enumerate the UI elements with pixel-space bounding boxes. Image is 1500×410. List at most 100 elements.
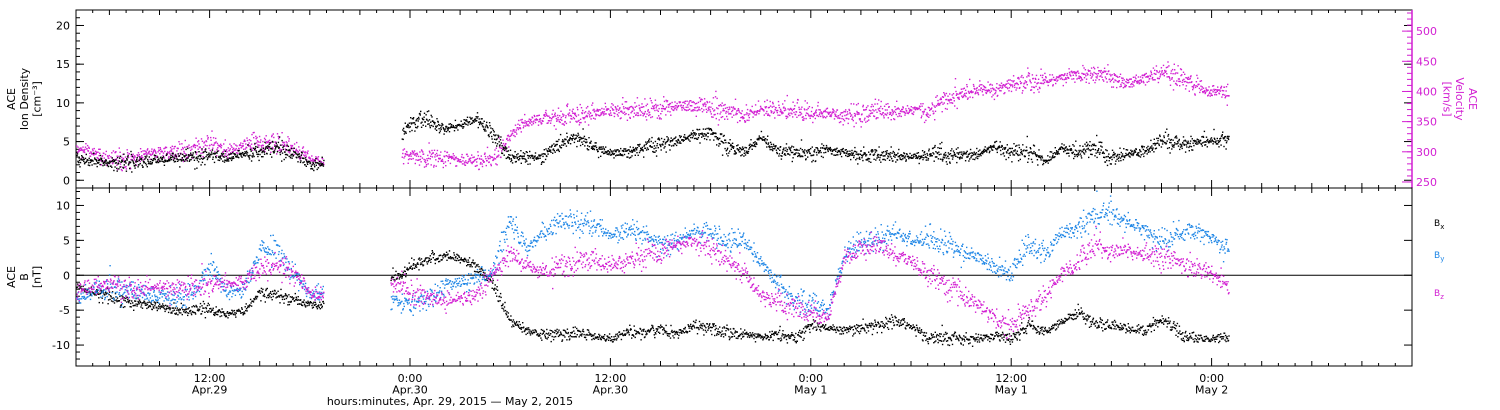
data-point: [692, 101, 694, 103]
data-point: [571, 110, 573, 112]
data-point: [524, 158, 526, 160]
data-point: [112, 161, 114, 163]
data-point: [255, 138, 257, 140]
data-point: [756, 111, 758, 113]
data-point: [408, 126, 410, 129]
data-point: [946, 98, 948, 101]
data-point: [1012, 81, 1014, 83]
data-point: [415, 119, 418, 121]
data-point: [901, 155, 903, 158]
data-point: [1131, 81, 1134, 83]
data-point: [263, 149, 265, 151]
data-point: [580, 121, 582, 124]
data-point: [674, 143, 677, 145]
data-point: [440, 160, 442, 162]
data-point: [957, 153, 960, 155]
data-point: [1058, 76, 1060, 78]
data-point: [1209, 89, 1212, 91]
data-point: [772, 149, 774, 152]
data-point: [1009, 147, 1012, 150]
data-point: [884, 159, 887, 161]
data-point: [655, 103, 657, 106]
data-point: [559, 133, 562, 136]
data-point: [574, 138, 576, 141]
data-point: [857, 113, 859, 116]
data-point: [896, 154, 898, 156]
data-point: [944, 155, 946, 157]
data-point: [162, 152, 165, 154]
data-point: [278, 146, 280, 149]
data-point: [985, 91, 987, 94]
data-point: [217, 144, 219, 146]
data-point: [656, 143, 659, 145]
data-point: [910, 110, 912, 112]
data-point: [587, 145, 589, 147]
data-point: [876, 155, 879, 157]
data-point: [1176, 84, 1178, 86]
data-point: [835, 148, 837, 150]
data-point: [212, 137, 215, 139]
data-point: [854, 146, 856, 149]
data-point: [1049, 156, 1051, 158]
data-point: [622, 149, 624, 152]
y-tick-label: 15: [56, 58, 70, 71]
data-point: [292, 154, 295, 157]
data-point: [553, 125, 555, 127]
data-point: [820, 111, 822, 113]
data-point: [264, 141, 266, 143]
data-point: [181, 143, 183, 145]
data-point: [104, 162, 107, 164]
data-point: [78, 149, 81, 151]
data-point: [948, 99, 950, 101]
data-point: [978, 155, 980, 158]
data-point: [273, 151, 275, 154]
data-point: [190, 146, 193, 148]
data-point: [817, 101, 819, 104]
data-point: [870, 112, 873, 114]
data-point: [851, 149, 853, 152]
data-point: [285, 149, 287, 151]
data-point: [1155, 65, 1158, 67]
data-point: [411, 129, 413, 132]
data-point: [302, 150, 304, 152]
data-point: [651, 136, 653, 139]
data-point: [999, 90, 1001, 92]
data-point: [836, 147, 838, 149]
data-point: [690, 132, 692, 134]
data-point: [140, 157, 143, 160]
data-point: [981, 151, 983, 154]
data-point: [419, 151, 421, 153]
data-point: [1216, 89, 1218, 91]
data-point: [620, 154, 623, 157]
data-point: [736, 145, 738, 147]
data-point: [993, 146, 996, 148]
data-point: [698, 97, 701, 99]
data-point: [517, 128, 520, 131]
data-point: [111, 152, 113, 154]
data-point: [761, 108, 763, 110]
data-point: [650, 100, 652, 102]
data-point: [1050, 158, 1052, 161]
data-point: [617, 105, 619, 107]
data-point: [1023, 82, 1026, 84]
data-point: [303, 161, 305, 163]
data-point: [1210, 94, 1213, 96]
data-point: [1037, 78, 1040, 80]
data-point: [475, 158, 477, 161]
data-point: [544, 111, 547, 114]
data-point: [217, 150, 219, 152]
data-point: [1047, 162, 1049, 164]
data-point: [708, 101, 711, 103]
data-point: [913, 156, 915, 158]
data-point: [541, 122, 543, 125]
data-point: [687, 137, 689, 140]
data-point: [985, 92, 988, 95]
data-point: [938, 153, 940, 156]
data-point: [768, 114, 770, 116]
data-point: [852, 153, 854, 155]
data-point: [664, 143, 667, 145]
data-point: [991, 149, 993, 151]
data-point: [806, 102, 808, 104]
data-point: [519, 155, 522, 157]
data-point: [480, 122, 482, 124]
